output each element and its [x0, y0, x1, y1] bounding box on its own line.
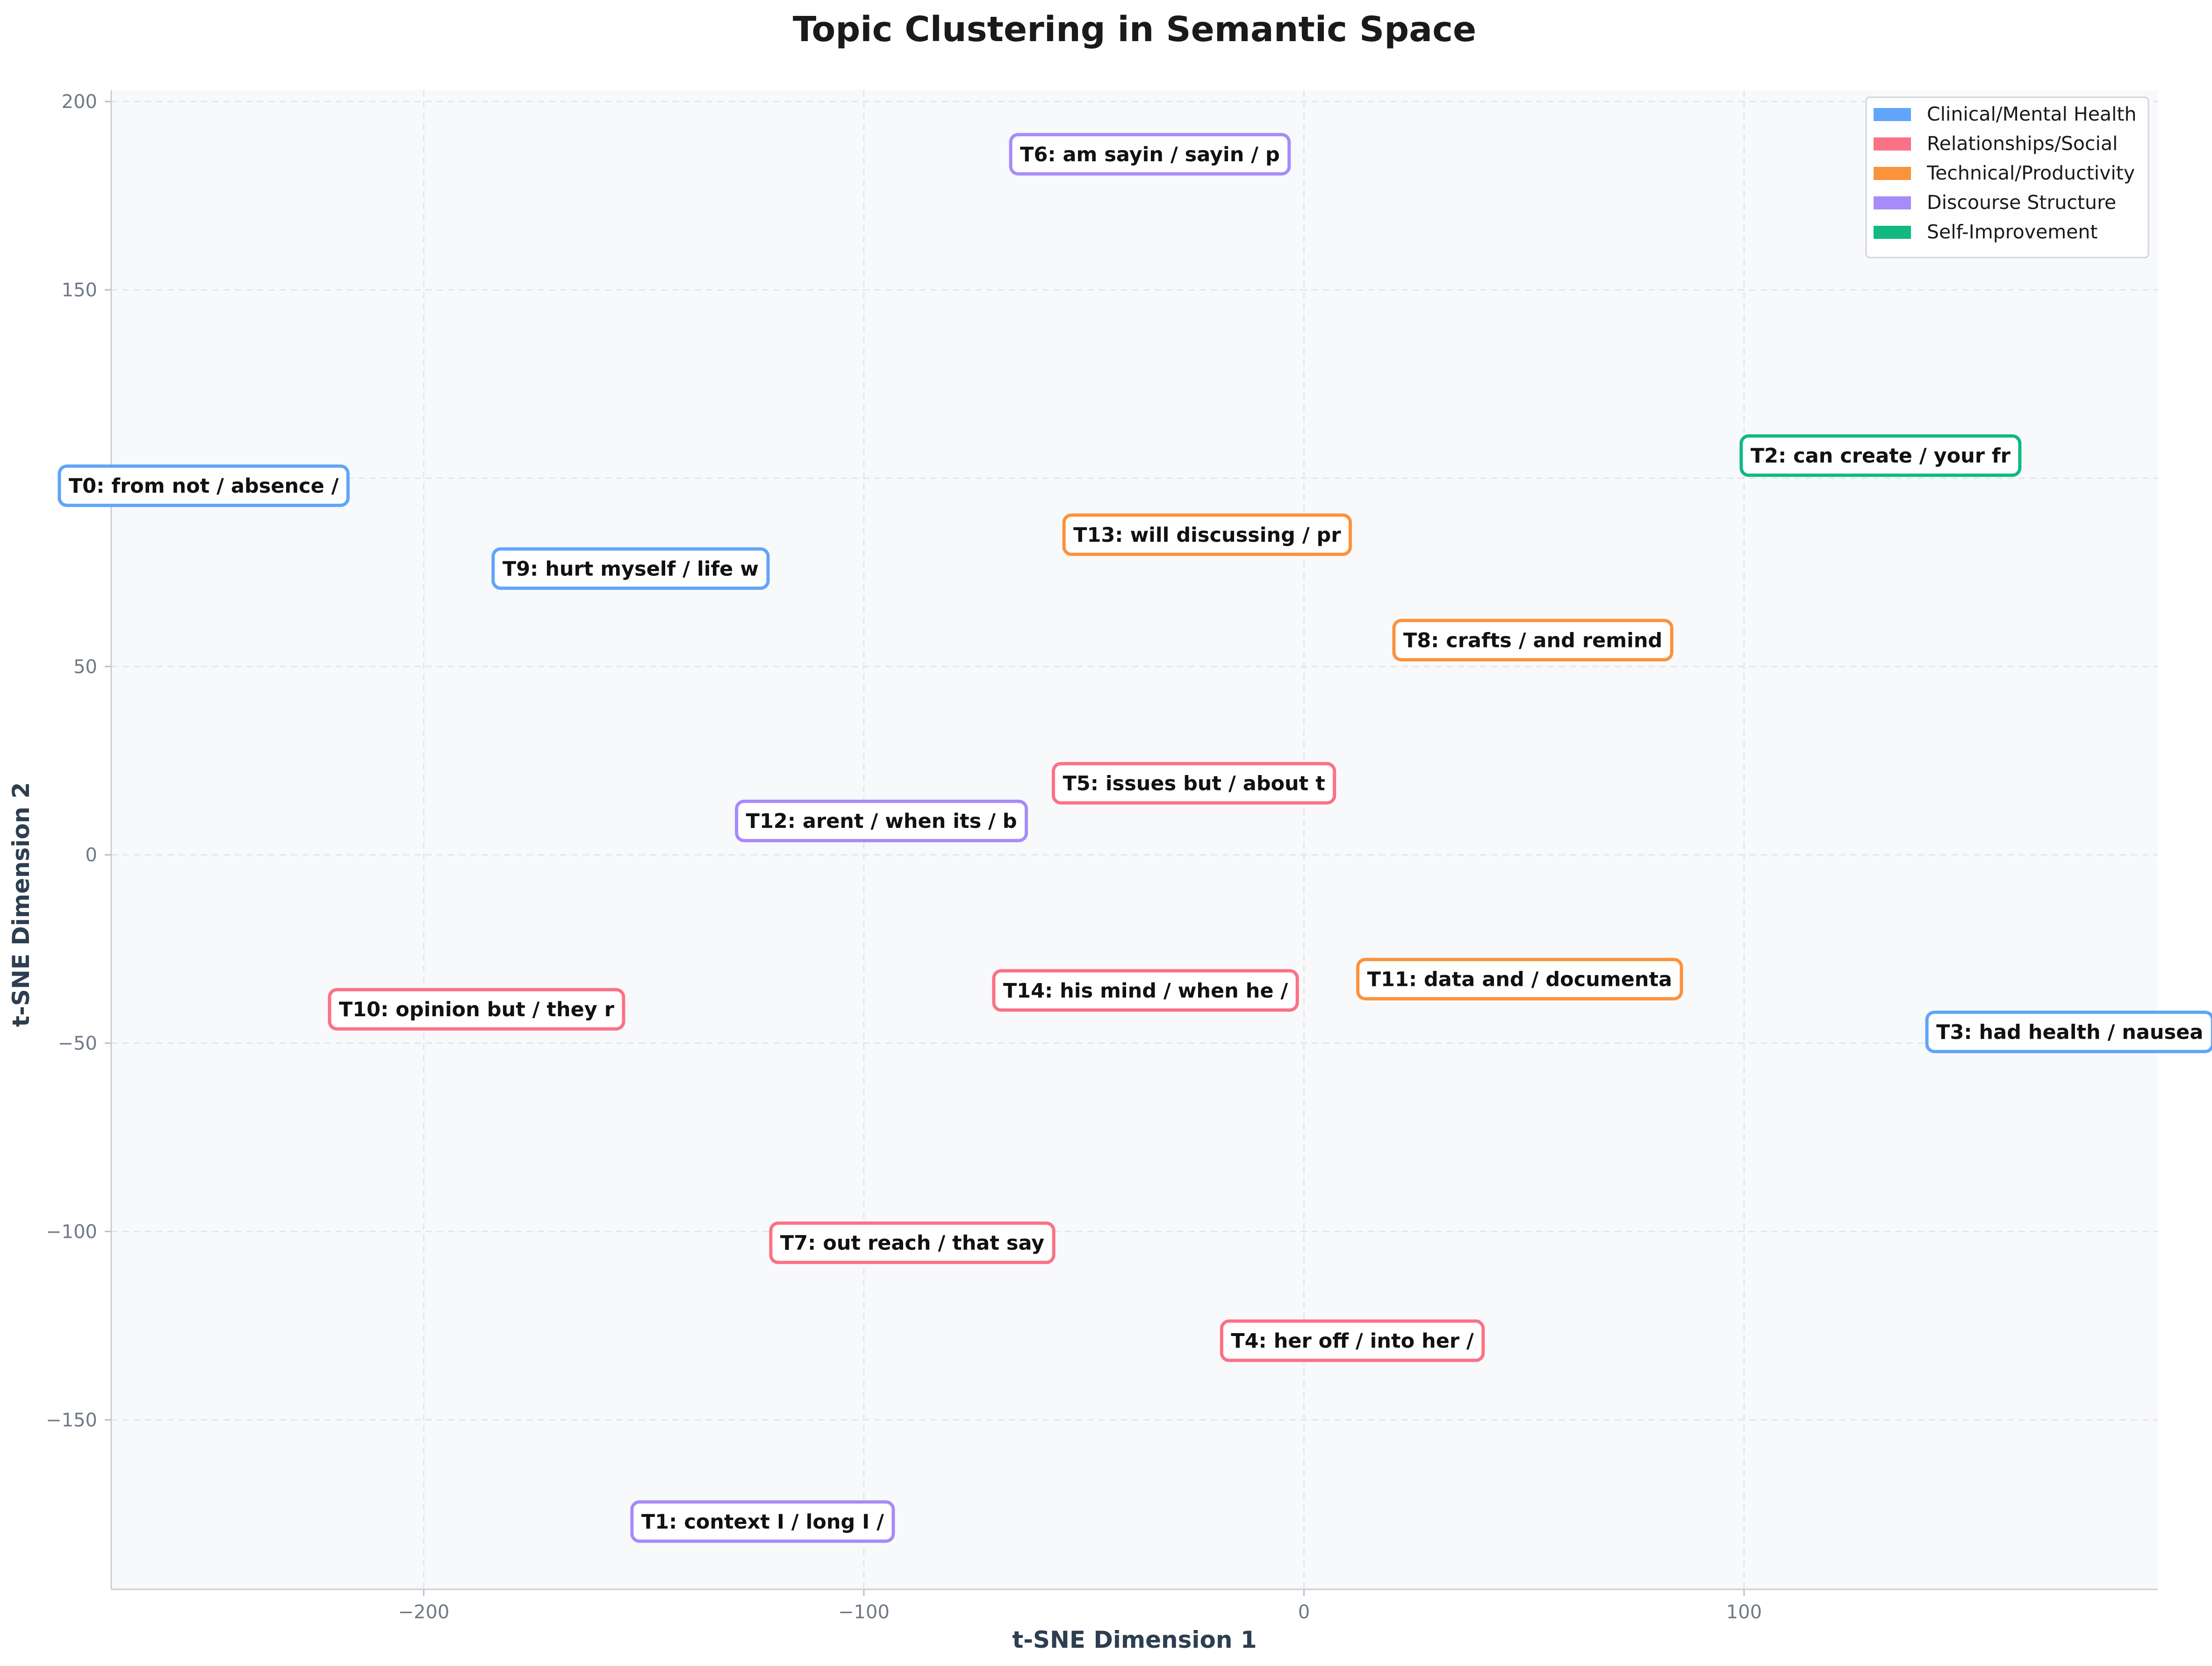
- topic-point: T7: out reach / that say: [769, 1221, 1056, 1264]
- legend-box: [1865, 96, 2149, 259]
- topic-label: T5: issues but / about t: [1063, 772, 1325, 796]
- topic-point: T1: context I / long I /: [630, 1500, 895, 1543]
- legend-swatch: [1874, 196, 1911, 209]
- legend-item-label: Discourse Structure: [1927, 191, 2116, 214]
- x-axis-label: t-SNE Dimension 1: [1012, 1626, 1257, 1653]
- topic-label-box: [630, 1500, 895, 1543]
- topic-label-box: [1051, 762, 1336, 805]
- topic-label-box: [328, 988, 625, 1031]
- legend-item-label: Self-Improvement: [1927, 221, 2097, 243]
- y-tick-label: 50: [73, 656, 97, 678]
- legend: Clinical/Mental Health Relationships/Soci…: [1865, 96, 2149, 259]
- topic-label: T4: her off / into her /: [1231, 1329, 1474, 1353]
- chart-title: Topic Clustering in Semantic Space: [793, 9, 1476, 50]
- topic-label: T6: am sayin / sayin / p: [1020, 143, 1280, 166]
- x-tick-label: 100: [1726, 1601, 1762, 1623]
- legend-swatch: [1874, 226, 1911, 239]
- topic-label: T0: from not / absence /: [69, 474, 339, 498]
- topic-label-box: [1392, 618, 1673, 661]
- y-tick-label: −100: [46, 1221, 97, 1243]
- y-tick-label: −150: [46, 1409, 97, 1431]
- topic-label-box: [1739, 434, 2022, 477]
- y-tick-label: −50: [58, 1033, 97, 1055]
- topic-label: T14: his mind / when he /: [1003, 979, 1288, 1003]
- topic-label-box: [1220, 1319, 1485, 1362]
- topic-point: T4: her off / into her /: [1220, 1319, 1485, 1362]
- topic-label: T12: arent / when its / b: [746, 810, 1017, 833]
- topic-label-box: [1356, 958, 1683, 1001]
- topic-point: T9: hurt myself / life w: [491, 547, 770, 590]
- legend-item-label: Clinical/Mental Health: [1927, 103, 2137, 125]
- topic-point: T6: am sayin / sayin / p: [1009, 133, 1291, 176]
- topic-point: T5: issues but / about t: [1051, 762, 1336, 805]
- legend-swatch: [1874, 108, 1911, 121]
- topic-label: T7: out reach / that say: [780, 1232, 1044, 1255]
- topic-label: T10: opinion but / they r: [339, 998, 615, 1021]
- y-axis-label: t-SNE Dimension 2: [7, 782, 35, 1027]
- topic-point: T14: his mind / when he /: [992, 969, 1299, 1012]
- topic-point: T3: had health / nausea: [1925, 1010, 2212, 1053]
- topic-label: T11: data and / documenta: [1367, 968, 1672, 991]
- legend-item-label: Technical/Productivity: [1926, 162, 2135, 184]
- topic-label-box: [769, 1221, 1056, 1264]
- topic-label: T8: crafts / and remind: [1403, 629, 1662, 652]
- topic-point: T8: crafts / and remind: [1392, 618, 1673, 661]
- y-tick-label: 200: [62, 91, 97, 113]
- topic-label-box: [1009, 133, 1291, 176]
- topic-label: T9: hurt myself / life w: [503, 557, 759, 581]
- topic-label-box: [992, 969, 1299, 1012]
- topic-label-box: [57, 464, 350, 507]
- topic-label-box: [1925, 1010, 2212, 1053]
- grid-lines: [111, 90, 2158, 1589]
- topic-point: T0: from not / absence /: [57, 464, 350, 507]
- topic-label: T3: had health / nausea: [1936, 1020, 2203, 1044]
- topic-label: T2: can create / your fr: [1751, 445, 2011, 468]
- topic-point: T11: data and / documenta: [1356, 958, 1683, 1001]
- legend-item-label: Relationships/Social: [1927, 132, 2118, 155]
- topic-label: T13: will discussing / pr: [1073, 524, 1341, 547]
- y-tick-label: 150: [62, 280, 97, 301]
- topic-point: T2: can create / your fr: [1739, 434, 2022, 477]
- legend-swatch: [1874, 167, 1911, 180]
- topic-label-box: [491, 547, 770, 590]
- topic-point: T13: will discussing / pr: [1062, 513, 1352, 556]
- x-tick-label: −100: [838, 1601, 890, 1623]
- topic-point: T12: arent / when its / b: [735, 799, 1028, 842]
- legend-swatch: [1874, 137, 1911, 151]
- topic-label-box: [1062, 513, 1352, 556]
- topic-labels: T0: from not / absence / T1: context I / …: [57, 133, 2212, 1543]
- y-tick-label: 0: [86, 845, 97, 866]
- x-tick-label: −200: [398, 1601, 450, 1623]
- topic-point: T10: opinion but / they r: [328, 988, 625, 1031]
- topic-label: T1: context I / long I /: [641, 1510, 884, 1534]
- plot-area: [111, 90, 2158, 1589]
- x-tick-label: 0: [1298, 1601, 1310, 1623]
- topic-label-box: [735, 799, 1028, 842]
